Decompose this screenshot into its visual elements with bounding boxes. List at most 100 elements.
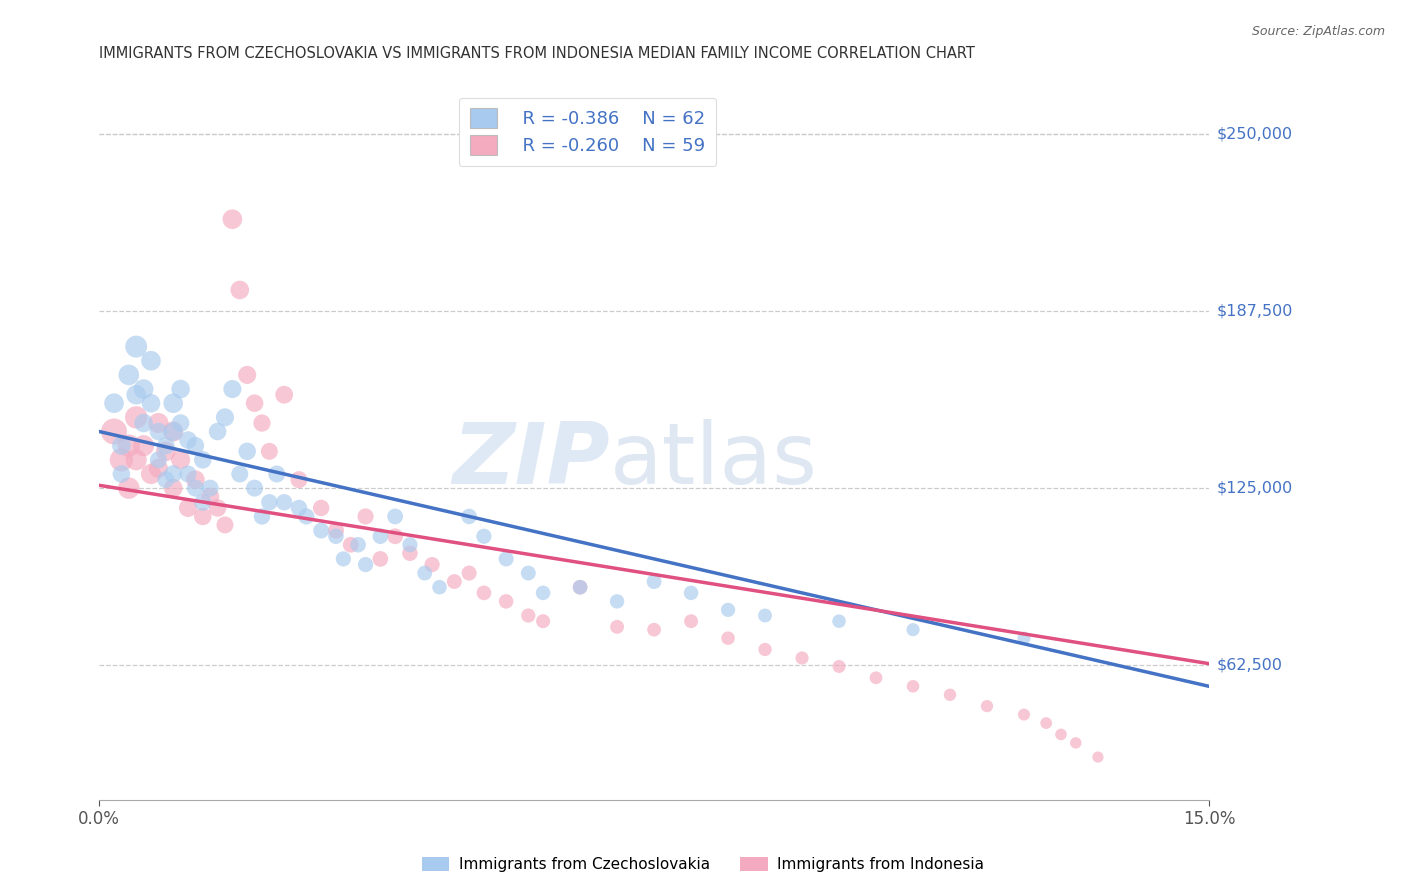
Point [865, 671, 887, 685]
Point [148, 461, 170, 475]
Point [517, 608, 540, 623]
Point [191, 452, 214, 467]
Point [198, 490, 221, 504]
Point [339, 538, 361, 552]
Point [569, 580, 592, 594]
Point [162, 396, 184, 410]
Point [1087, 750, 1109, 764]
Point [681, 614, 703, 628]
Point [162, 425, 184, 439]
Point [790, 651, 813, 665]
Point [207, 500, 229, 515]
Point [132, 439, 155, 453]
Point [754, 608, 776, 623]
Point [399, 538, 422, 552]
Point [198, 481, 221, 495]
Point [236, 368, 259, 382]
Point [354, 558, 377, 572]
Text: Source: ZipAtlas.com: Source: ZipAtlas.com [1251, 25, 1385, 38]
Point [828, 614, 851, 628]
Point [717, 603, 740, 617]
Point [148, 452, 170, 467]
Point [472, 586, 495, 600]
Point [976, 699, 998, 714]
Point [495, 552, 517, 566]
Point [162, 467, 184, 481]
Text: $187,500: $187,500 [1216, 303, 1292, 318]
Point [717, 631, 740, 645]
Point [139, 467, 162, 481]
Point [517, 566, 540, 580]
Point [169, 382, 191, 396]
Point [229, 283, 252, 297]
Point [191, 509, 214, 524]
Point [606, 620, 628, 634]
Point [266, 467, 288, 481]
Point [295, 509, 318, 524]
Point [155, 444, 177, 458]
Legend:   R = -0.386    N = 62,   R = -0.260    N = 59: R = -0.386 N = 62, R = -0.260 N = 59 [458, 97, 716, 166]
Point [429, 580, 451, 594]
Point [132, 416, 155, 430]
Point [250, 509, 273, 524]
Point [273, 495, 295, 509]
Point [384, 529, 406, 543]
Legend: Immigrants from Czechoslovakia, Immigrants from Indonesia: Immigrants from Czechoslovakia, Immigran… [415, 849, 991, 880]
Point [177, 500, 200, 515]
Text: $62,500: $62,500 [1216, 657, 1282, 673]
Point [1012, 631, 1035, 645]
Point [236, 444, 259, 458]
Point [569, 580, 592, 594]
Point [458, 509, 481, 524]
Text: $250,000: $250,000 [1216, 127, 1292, 142]
Point [399, 546, 422, 560]
Point [184, 473, 207, 487]
Point [939, 688, 962, 702]
Point [155, 473, 177, 487]
Point [169, 452, 191, 467]
Point [309, 524, 332, 538]
Point [148, 425, 170, 439]
Point [354, 509, 377, 524]
Point [472, 529, 495, 543]
Point [250, 416, 273, 430]
Point [221, 212, 243, 227]
Point [110, 467, 132, 481]
Point [229, 467, 252, 481]
Point [901, 679, 924, 693]
Point [103, 396, 125, 410]
Point [214, 517, 236, 532]
Point [184, 439, 207, 453]
Point [347, 538, 370, 552]
Point [125, 340, 148, 354]
Point [259, 495, 281, 509]
Point [243, 481, 266, 495]
Point [169, 416, 191, 430]
Point [103, 425, 125, 439]
Point [901, 623, 924, 637]
Point [184, 481, 207, 495]
Point [384, 509, 406, 524]
Point [139, 353, 162, 368]
Point [132, 382, 155, 396]
Point [125, 410, 148, 425]
Point [531, 614, 554, 628]
Point [370, 552, 392, 566]
Point [191, 495, 214, 509]
Point [155, 439, 177, 453]
Point [177, 467, 200, 481]
Point [288, 473, 311, 487]
Point [221, 382, 243, 396]
Text: atlas: atlas [610, 418, 818, 501]
Point [1012, 707, 1035, 722]
Point [606, 594, 628, 608]
Point [207, 425, 229, 439]
Point [681, 586, 703, 600]
Point [754, 642, 776, 657]
Point [309, 500, 332, 515]
Point [828, 659, 851, 673]
Text: ZIP: ZIP [453, 418, 610, 501]
Point [1050, 727, 1073, 741]
Point [495, 594, 517, 608]
Point [643, 574, 665, 589]
